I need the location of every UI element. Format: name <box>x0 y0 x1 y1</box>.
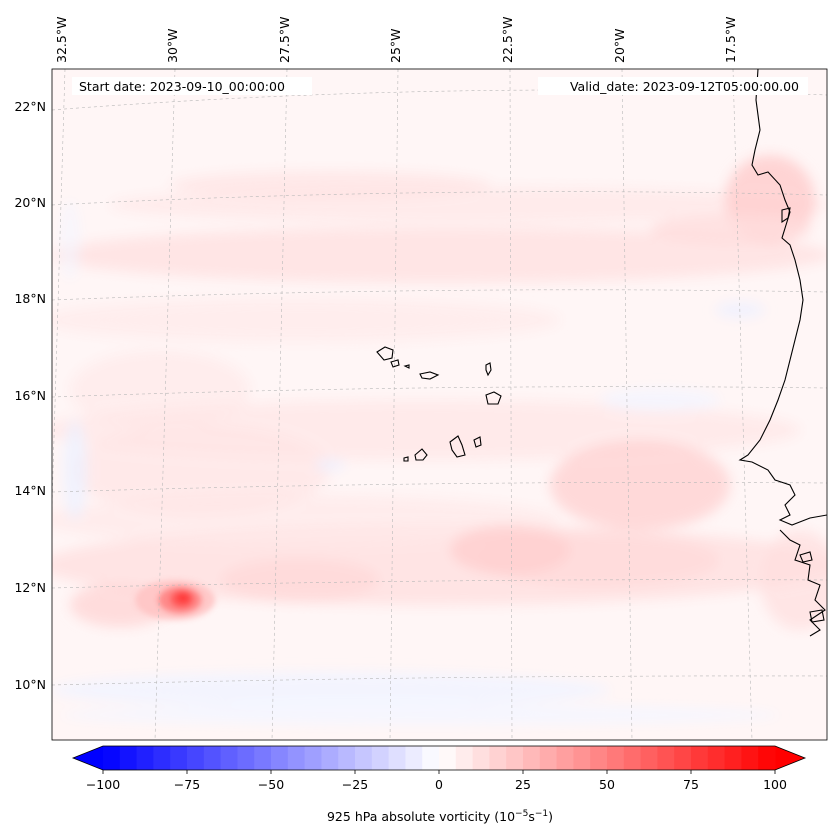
colorbar-segment <box>439 746 457 770</box>
colorbar-tick-label: 25 <box>515 777 531 792</box>
colorbar-high-extend <box>775 746 805 770</box>
colorbar-segment <box>203 746 222 770</box>
colorbar-segment <box>405 746 423 770</box>
bissagos-island-2 <box>809 609 825 623</box>
colorbar-segment <box>758 746 776 770</box>
colorbar-tick-label: −75 <box>174 777 200 792</box>
colorbar-ticks: −100 −75 −50 −25 0 25 50 75 100 <box>86 770 787 792</box>
colorbar-segment <box>741 746 759 770</box>
colorbar-segment <box>153 746 171 770</box>
santiago-island <box>449 435 466 458</box>
santo-antao-island <box>376 346 394 361</box>
vorticity-maximum <box>135 580 215 620</box>
lon-label-17-5w: 17.5°W <box>723 17 738 63</box>
lon-label-20w: 20°W <box>612 28 627 63</box>
colorbar-segment <box>506 746 524 770</box>
colorbar-segment <box>623 746 642 770</box>
colorbar-segment <box>573 746 591 770</box>
colorbar-segment <box>170 746 188 770</box>
colorbar-segment <box>539 746 558 770</box>
colorbar-segment <box>455 746 474 770</box>
colorbar-segment <box>674 746 692 770</box>
lat-label-22n: 22°N <box>14 99 46 114</box>
colorbar-segment <box>136 746 154 770</box>
lat-label-16n: 16°N <box>14 388 46 403</box>
brava-island <box>403 456 409 462</box>
colorbar-segment <box>422 746 440 770</box>
valid-date-box <box>538 77 808 95</box>
lat-label-20n: 20°N <box>14 195 46 210</box>
colorbar-segment <box>556 746 574 770</box>
colorbar-label: 925 hPa absolute vorticity (10−5s−1) <box>327 809 553 824</box>
longitude-labels: 32.5°W 30°W 27.5°W 25°W 22.5°W 20°W 17.5… <box>54 17 738 63</box>
colorbar-segments <box>103 746 776 770</box>
colorbar-segment <box>724 746 742 770</box>
colorbar-segment <box>640 746 658 770</box>
africa-coast <box>738 69 827 526</box>
boa-vista-island <box>485 391 502 405</box>
colorbar-segment <box>338 746 356 770</box>
valid-date-label: Valid_date: 2023-09-12T05:00:00.00 <box>570 79 799 94</box>
santa-luzia-island <box>403 364 410 369</box>
colorbar-segment <box>489 746 507 770</box>
colorbar-segment <box>472 746 490 770</box>
colorbar-tick-label: 0 <box>435 777 443 792</box>
lat-label-18n: 18°N <box>14 291 46 306</box>
map-frame <box>51 68 828 741</box>
colorbar-segment <box>691 746 709 770</box>
lon-label-27-5w: 27.5°W <box>277 17 292 63</box>
lat-label-10n: 10°N <box>14 677 46 692</box>
colorbar: −100 −75 −50 −25 0 25 50 75 100 925 hPa absolute… <box>71 745 807 824</box>
colorbar-tick-label: −50 <box>258 777 284 792</box>
colorbar-segment <box>657 746 675 770</box>
colorbar-segment <box>355 746 373 770</box>
colorbar-segment <box>321 746 339 770</box>
sao-vicente-island <box>390 359 400 368</box>
coastline <box>376 69 827 637</box>
colorbar-segment <box>590 746 608 770</box>
maio-island <box>473 436 482 448</box>
colorbar-segment <box>237 746 255 770</box>
colorbar-tick-label: 75 <box>683 777 699 792</box>
lon-label-22-5w: 22.5°W <box>500 17 515 63</box>
lat-label-14n: 14°N <box>14 483 46 498</box>
colorbar-tick-label: 100 <box>763 777 787 792</box>
lon-label-32-5w: 32.5°W <box>54 17 69 63</box>
colorbar-segment <box>304 746 322 770</box>
colorbar-low-extend <box>73 746 103 770</box>
colorbar-segment <box>271 746 289 770</box>
lat-label-12n: 12°N <box>14 580 46 595</box>
colorbar-segment <box>607 746 625 770</box>
colorbar-segment <box>187 746 205 770</box>
graticule <box>52 69 827 740</box>
fogo-island <box>414 448 428 461</box>
lon-label-25w: 25°W <box>388 28 403 63</box>
colorbar-segment <box>371 746 390 770</box>
bissagos-island-1 <box>799 551 813 563</box>
colorbar-tick-label: −100 <box>86 777 120 792</box>
colorbar-segment <box>254 746 272 770</box>
colorbar-segment <box>523 746 541 770</box>
colorbar-segment <box>103 746 121 770</box>
vorticity-field <box>52 155 827 725</box>
start-date-box <box>72 77 312 95</box>
lon-label-30w: 30°W <box>165 28 180 63</box>
colorbar-segment <box>707 746 726 770</box>
latitude-labels: 22°N 20°N 18°N 16°N 14°N 12°N 10°N <box>14 99 46 692</box>
map-area <box>52 69 827 740</box>
banc-arguin-island <box>781 207 791 224</box>
colorbar-tick-label: 50 <box>599 777 615 792</box>
colorbar-tick-label: −25 <box>342 777 368 792</box>
colorbar-segment <box>220 746 238 770</box>
sao-nicolau-island <box>419 371 440 380</box>
colorbar-segment <box>388 746 406 770</box>
sal-island <box>485 362 492 377</box>
colorbar-segment <box>119 746 138 770</box>
start-date-label: Start date: 2023-09-10_00:00:00 <box>79 79 285 94</box>
colorbar-segment <box>287 746 306 770</box>
